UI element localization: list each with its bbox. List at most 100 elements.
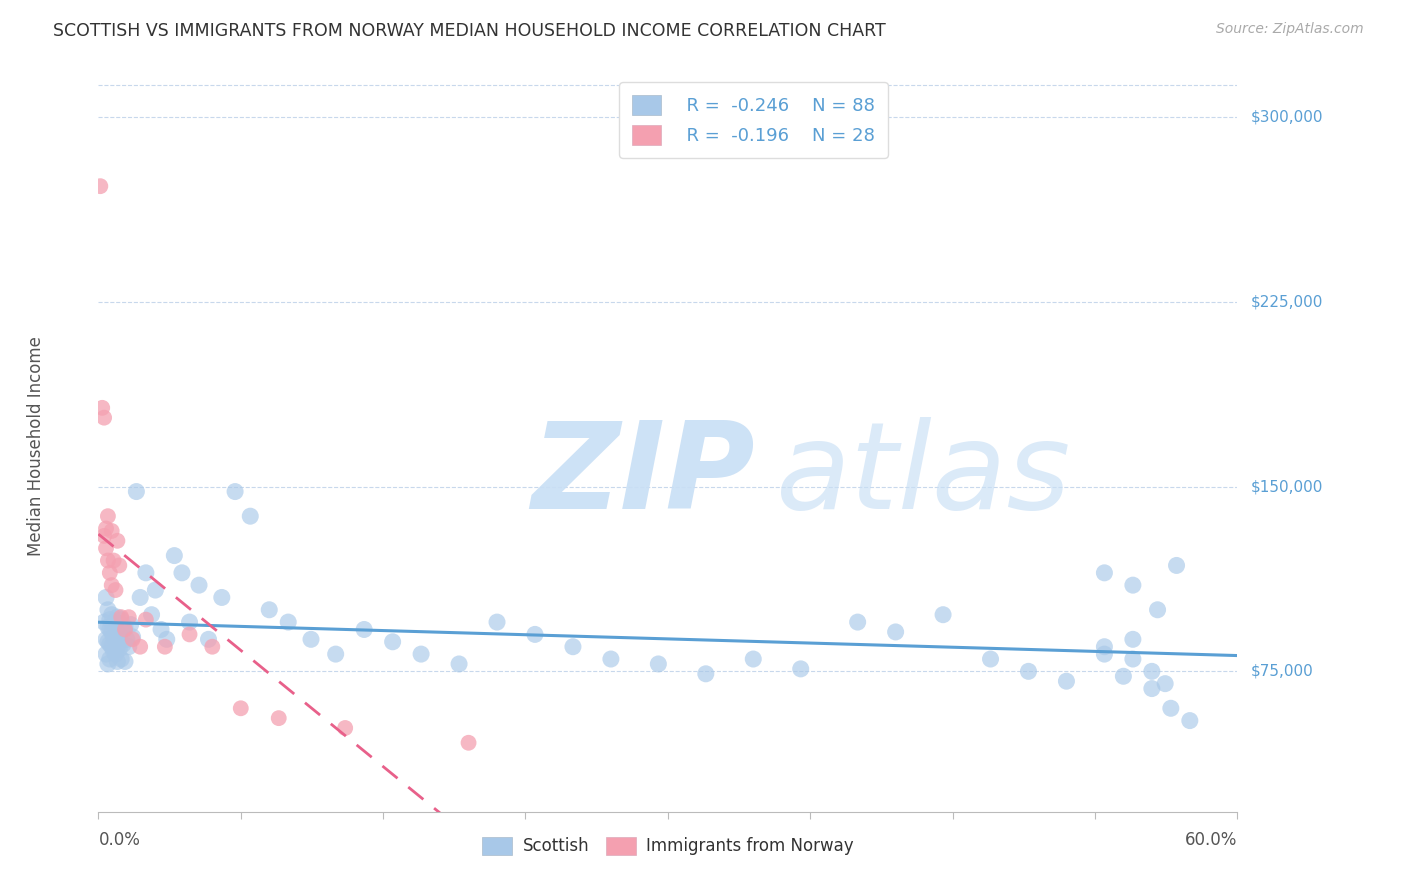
Point: [100, 524, 122, 538]
Point: [107, 624, 129, 639]
Point: [267, 711, 290, 725]
Text: 0.0%: 0.0%: [98, 831, 141, 849]
Point: [94, 591, 117, 605]
Point: [107, 533, 129, 548]
Point: [103, 553, 125, 567]
Point: [277, 615, 299, 629]
Point: [647, 657, 669, 671]
Point: [457, 736, 479, 750]
Point: [115, 632, 138, 647]
Point: [107, 640, 129, 654]
Point: [1056, 674, 1078, 689]
Point: [1178, 714, 1201, 728]
Point: [97, 553, 120, 567]
Point: [163, 549, 186, 563]
Point: [259, 603, 281, 617]
Text: SCOTTISH VS IMMIGRANTS FROM NORWAY MEDIAN HOUSEHOLD INCOME CORRELATION CHART: SCOTTISH VS IMMIGRANTS FROM NORWAY MEDIA…: [53, 22, 886, 40]
Point: [129, 640, 152, 654]
Point: [93, 615, 115, 629]
Point: [156, 632, 179, 647]
Point: [449, 657, 471, 671]
Point: [118, 640, 141, 654]
Point: [197, 632, 219, 647]
Point: [411, 647, 433, 661]
Point: [1140, 681, 1163, 696]
Point: [742, 652, 765, 666]
Point: [129, 591, 152, 605]
Text: Source: ZipAtlas.com: Source: ZipAtlas.com: [1216, 22, 1364, 37]
Point: [104, 615, 127, 629]
Point: [94, 647, 117, 661]
Text: 60.0%: 60.0%: [1185, 831, 1237, 849]
Point: [104, 632, 127, 647]
Point: [94, 521, 117, 535]
Text: ZIP: ZIP: [531, 417, 755, 533]
Point: [979, 652, 1001, 666]
Point: [884, 624, 907, 639]
Point: [112, 637, 135, 651]
Point: [229, 701, 252, 715]
Point: [97, 620, 120, 634]
Point: [120, 617, 142, 632]
Point: [486, 615, 509, 629]
Point: [108, 642, 131, 657]
Point: [98, 613, 121, 627]
Point: [94, 632, 117, 647]
Point: [179, 627, 201, 641]
Point: [1154, 676, 1177, 690]
Point: [89, 179, 111, 194]
Point: [114, 655, 136, 669]
Point: [239, 509, 262, 524]
Point: [118, 610, 141, 624]
Point: [1112, 669, 1135, 683]
Point: [100, 607, 122, 622]
Text: $75,000: $75,000: [1251, 664, 1315, 679]
Point: [562, 640, 585, 654]
Point: [325, 647, 347, 661]
Point: [695, 666, 717, 681]
Point: [299, 632, 322, 647]
Text: $150,000: $150,000: [1251, 479, 1323, 494]
Point: [103, 645, 125, 659]
Point: [114, 620, 136, 634]
Point: [135, 566, 157, 580]
Point: [153, 640, 176, 654]
Point: [170, 566, 193, 580]
Text: $300,000: $300,000: [1251, 110, 1323, 125]
Point: [108, 627, 131, 641]
Point: [145, 583, 167, 598]
Point: [335, 721, 357, 735]
Point: [381, 634, 404, 648]
Point: [110, 652, 132, 666]
Point: [1140, 665, 1163, 679]
Point: [98, 637, 121, 651]
Point: [201, 640, 224, 654]
Point: [150, 623, 173, 637]
Point: [98, 623, 121, 637]
Point: [224, 484, 246, 499]
Point: [97, 509, 120, 524]
Point: [114, 623, 136, 637]
Point: [112, 623, 135, 637]
Point: [107, 655, 129, 669]
Point: [121, 632, 143, 647]
Point: [188, 578, 211, 592]
Point: [524, 627, 547, 641]
Point: [107, 610, 129, 624]
Point: [98, 566, 121, 580]
Point: [1146, 603, 1168, 617]
Text: $225,000: $225,000: [1251, 294, 1323, 310]
Point: [100, 578, 122, 592]
Point: [1122, 578, 1144, 592]
Point: [179, 615, 201, 629]
Point: [108, 558, 131, 573]
Point: [110, 613, 132, 627]
Point: [97, 603, 120, 617]
Point: [1160, 701, 1182, 715]
Point: [98, 652, 121, 666]
Text: atlas: atlas: [776, 417, 1071, 533]
Point: [1166, 558, 1188, 573]
Legend: Scottish, Immigrants from Norway: Scottish, Immigrants from Norway: [475, 830, 860, 862]
Point: [104, 583, 127, 598]
Point: [103, 617, 125, 632]
